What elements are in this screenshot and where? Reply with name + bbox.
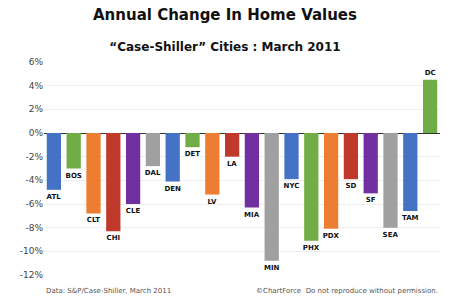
svg-text:CHI: CHI — [106, 234, 120, 242]
svg-text:4%: 4% — [29, 81, 44, 91]
svg-text:©ChartForce Do not reproduce: ©ChartForce Do not reproduce without per… — [256, 287, 438, 295]
svg-text:Annual Change In Home Values: Annual Change In Home Values — [93, 6, 357, 24]
svg-text:SD: SD — [345, 182, 356, 190]
svg-text:MIA: MIA — [244, 211, 260, 219]
svg-text:-6%: -6% — [25, 199, 43, 209]
svg-text:Data: S&P/Case-Shiller, March: Data: S&P/Case-Shiller, March 2011 — [46, 287, 171, 295]
svg-text:ATL: ATL — [47, 193, 62, 201]
svg-text:-4%: -4% — [25, 175, 43, 185]
svg-text:DAL: DAL — [145, 169, 161, 177]
svg-text:“Case-Shiller” Cities : March: “Case-Shiller” Cities : March 2011 — [109, 40, 340, 54]
svg-text:LV: LV — [208, 198, 217, 206]
svg-text:SF: SF — [366, 196, 376, 204]
svg-text:PHX: PHX — [303, 244, 320, 252]
svg-text:DET: DET — [185, 150, 201, 158]
svg-text:SEA: SEA — [383, 231, 399, 239]
svg-text:-8%: -8% — [25, 223, 43, 233]
svg-text:LA: LA — [227, 160, 237, 168]
svg-text:-2%: -2% — [25, 152, 43, 162]
svg-text:CLE: CLE — [126, 207, 141, 215]
svg-text:PDX: PDX — [323, 232, 340, 240]
svg-text:BOS: BOS — [66, 172, 82, 180]
svg-text:TAM: TAM — [402, 214, 419, 222]
svg-text:2%: 2% — [29, 104, 44, 114]
svg-text:CLT: CLT — [87, 216, 100, 224]
svg-text:-10%: -10% — [20, 246, 44, 256]
svg-text:MIN: MIN — [264, 264, 280, 272]
svg-text:NYC: NYC — [284, 182, 300, 190]
svg-text:DEN: DEN — [164, 185, 181, 193]
svg-text:0%: 0% — [29, 128, 44, 138]
svg-text:-12%: -12% — [20, 270, 44, 280]
svg-text:DC: DC — [425, 69, 436, 77]
svg-text:6%: 6% — [29, 57, 44, 67]
